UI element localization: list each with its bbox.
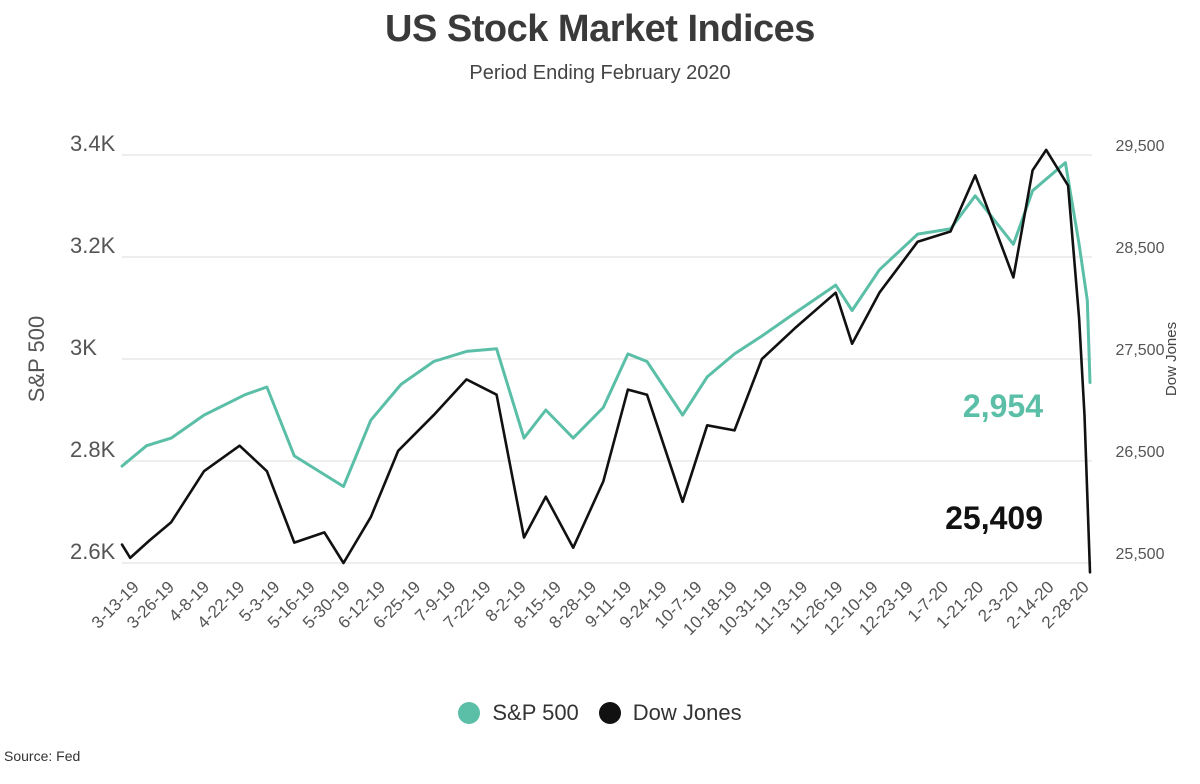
y-right-tick-label: 25,500 bbox=[1116, 546, 1165, 563]
y-left-tick-label: 2.8K bbox=[70, 437, 116, 462]
chart-title: US Stock Market Indices bbox=[385, 8, 815, 50]
legend-label-sp500: S&P 500 bbox=[492, 700, 579, 725]
end-label-sp500: 2,954 bbox=[963, 388, 1043, 424]
chart-subtitle: Period Ending February 2020 bbox=[469, 62, 731, 84]
series-line-dow bbox=[120, 148, 1092, 574]
y-left-axis-title: S&P 500 bbox=[24, 316, 49, 402]
y-left-tick-label: 2.6K bbox=[70, 539, 116, 564]
series-line-sp500 bbox=[120, 161, 1092, 488]
legend-swatch-dow bbox=[598, 702, 621, 724]
y-right-tick-label: 28,500 bbox=[1116, 240, 1165, 257]
legend-item-dow: Dow Jones bbox=[598, 700, 742, 726]
chart-legend: S&P 500 Dow Jones bbox=[0, 700, 1200, 726]
y-right-tick-label: 26,500 bbox=[1116, 444, 1165, 461]
line-chart: 2.6K 2.8K 3K 3.2K 3.4K 25,500 26,500 27,500 28,5… bbox=[24, 131, 1180, 639]
end-label-dow: 25,409 bbox=[945, 500, 1043, 536]
y-right-tick-label: 27,500 bbox=[1116, 342, 1165, 359]
y-left-tick-label: 3K bbox=[70, 335, 97, 360]
legend-swatch-sp500 bbox=[458, 702, 481, 724]
legend-label-dow: Dow Jones bbox=[632, 700, 742, 725]
y-right-tick-label: 29,500 bbox=[1116, 138, 1165, 155]
legend-item-sp500: S&P 500 bbox=[458, 700, 579, 726]
y-left-tick-label: 3.4K bbox=[70, 131, 116, 156]
source-note: Source: Fed bbox=[4, 748, 81, 764]
y-right-axis-title: Dow Jones bbox=[1163, 322, 1180, 396]
y-left-tick-label: 3.2K bbox=[70, 233, 116, 258]
